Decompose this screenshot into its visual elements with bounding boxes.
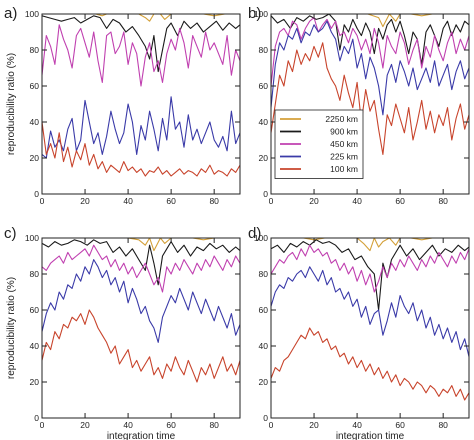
y-tick-label: 100	[25, 9, 39, 19]
x-tick-label: 80	[438, 420, 448, 430]
x-tick-label: 0	[40, 196, 45, 206]
x-axis-label: integration time	[107, 431, 176, 440]
y-tick-label: 100	[254, 9, 268, 19]
x-tick-label: 0	[269, 420, 274, 430]
y-tick-label: 0	[34, 189, 39, 199]
series-group	[271, 238, 469, 401]
series-line-900-km	[271, 14, 469, 65]
x-tick-label: 20	[309, 196, 319, 206]
series-line-900-km	[42, 15, 240, 73]
x-tick-label: 20	[309, 420, 319, 430]
x-tick-label: 40	[123, 420, 133, 430]
series-line-100-km	[42, 309, 240, 383]
y-tick-label: 60	[30, 81, 40, 91]
series-line-900-km	[271, 239, 469, 311]
plot-frame	[270, 13, 470, 195]
panel-d: d) 0 20 40 60 80 0 20 40 60 80 100 integration time	[248, 225, 470, 440]
y-tick-label: 40	[30, 117, 40, 127]
legend: 2250 km 900 km 450 km 225 km 100 km	[274, 109, 364, 179]
series-line-225-km	[271, 20, 469, 116]
panel-label: a)	[4, 5, 17, 22]
x-tick-label: 80	[209, 196, 219, 206]
y-tick-label: 80	[259, 269, 269, 279]
series-line-450-km	[271, 244, 469, 293]
x-tick-label: 80	[438, 196, 448, 206]
y-tick-label: 40	[259, 341, 269, 351]
panel-b: b) 0 20 40 60 80 0 20 40 60 80 100 2250 km 900 km 450 …	[248, 5, 470, 206]
x-axis-label: integration time	[336, 431, 405, 440]
plot-frame	[270, 237, 470, 419]
series-group	[271, 14, 469, 155]
series-line-450-km	[271, 17, 469, 87]
y-tick-label: 40	[30, 341, 40, 351]
y-tick-label: 0	[263, 413, 268, 423]
series-line-2250-km	[271, 238, 469, 252]
legend-label: 450 km	[330, 139, 358, 149]
series-line-225-km	[42, 259, 240, 343]
y-tick-label: 20	[259, 153, 269, 163]
y-axis-label: reproducibility ratio (%)	[6, 277, 17, 379]
series-line-100-km	[42, 121, 240, 177]
x-tick-label: 60	[166, 196, 176, 206]
series-line-900-km	[42, 239, 240, 286]
x-tick-label: 40	[123, 196, 133, 206]
y-tick-label: 80	[30, 45, 40, 55]
y-tick-label: 0	[34, 413, 39, 423]
panel-label: c)	[4, 225, 17, 242]
series-line-450-km	[42, 24, 240, 87]
plot-frame	[41, 13, 241, 195]
series-line-100-km	[271, 42, 469, 155]
x-tick-label: 0	[40, 420, 45, 430]
x-tick-label: 40	[352, 196, 362, 206]
x-tick-label: 0	[269, 196, 274, 206]
series-line-100-km	[271, 327, 469, 401]
series-line-2250-km	[42, 14, 240, 22]
y-tick-label: 60	[30, 305, 40, 315]
x-tick-label: 60	[395, 196, 405, 206]
y-tick-label: 20	[30, 377, 40, 387]
panel-label: d)	[248, 225, 261, 242]
series-line-450-km	[42, 244, 240, 293]
x-tick-label: 60	[166, 420, 176, 430]
y-tick-label: 100	[25, 233, 39, 243]
x-tick-label: 60	[395, 420, 405, 430]
y-tick-label: 0	[263, 189, 268, 199]
y-tick-label: 60	[259, 305, 269, 315]
y-tick-label: 20	[30, 153, 40, 163]
x-tick-label: 20	[80, 420, 90, 430]
series-group	[42, 238, 240, 383]
y-tick-label: 20	[259, 377, 269, 387]
legend-label: 100 km	[330, 164, 358, 174]
y-tick-label: 80	[30, 269, 40, 279]
legend-label: 900 km	[330, 127, 358, 137]
legend-label: 225 km	[330, 152, 358, 162]
y-tick-label: 80	[259, 45, 269, 55]
panel-label: b)	[248, 5, 261, 22]
plot-frame	[41, 237, 241, 419]
y-tick-label: 100	[254, 233, 268, 243]
series-line-225-km	[271, 266, 469, 357]
y-tick-label: 40	[259, 117, 269, 127]
x-tick-label: 80	[209, 420, 219, 430]
legend-label: 2250 km	[325, 114, 358, 124]
series-line-2250-km	[271, 14, 469, 28]
panel-a: a) 0 20 40 60 80 0 20 40 60 80 100 reproducibility r…	[4, 5, 241, 206]
series-line-2250-km	[42, 238, 240, 252]
x-tick-label: 40	[352, 420, 362, 430]
panel-c: c) 0 20 40 60 80 0 20 40 60 80 100 reproducibility r…	[4, 225, 241, 440]
y-tick-label: 60	[259, 81, 269, 91]
x-tick-label: 20	[80, 196, 90, 206]
y-axis-label: reproducibility ratio (%)	[6, 53, 17, 155]
series-group	[42, 14, 240, 177]
series-line-225-km	[42, 96, 240, 159]
